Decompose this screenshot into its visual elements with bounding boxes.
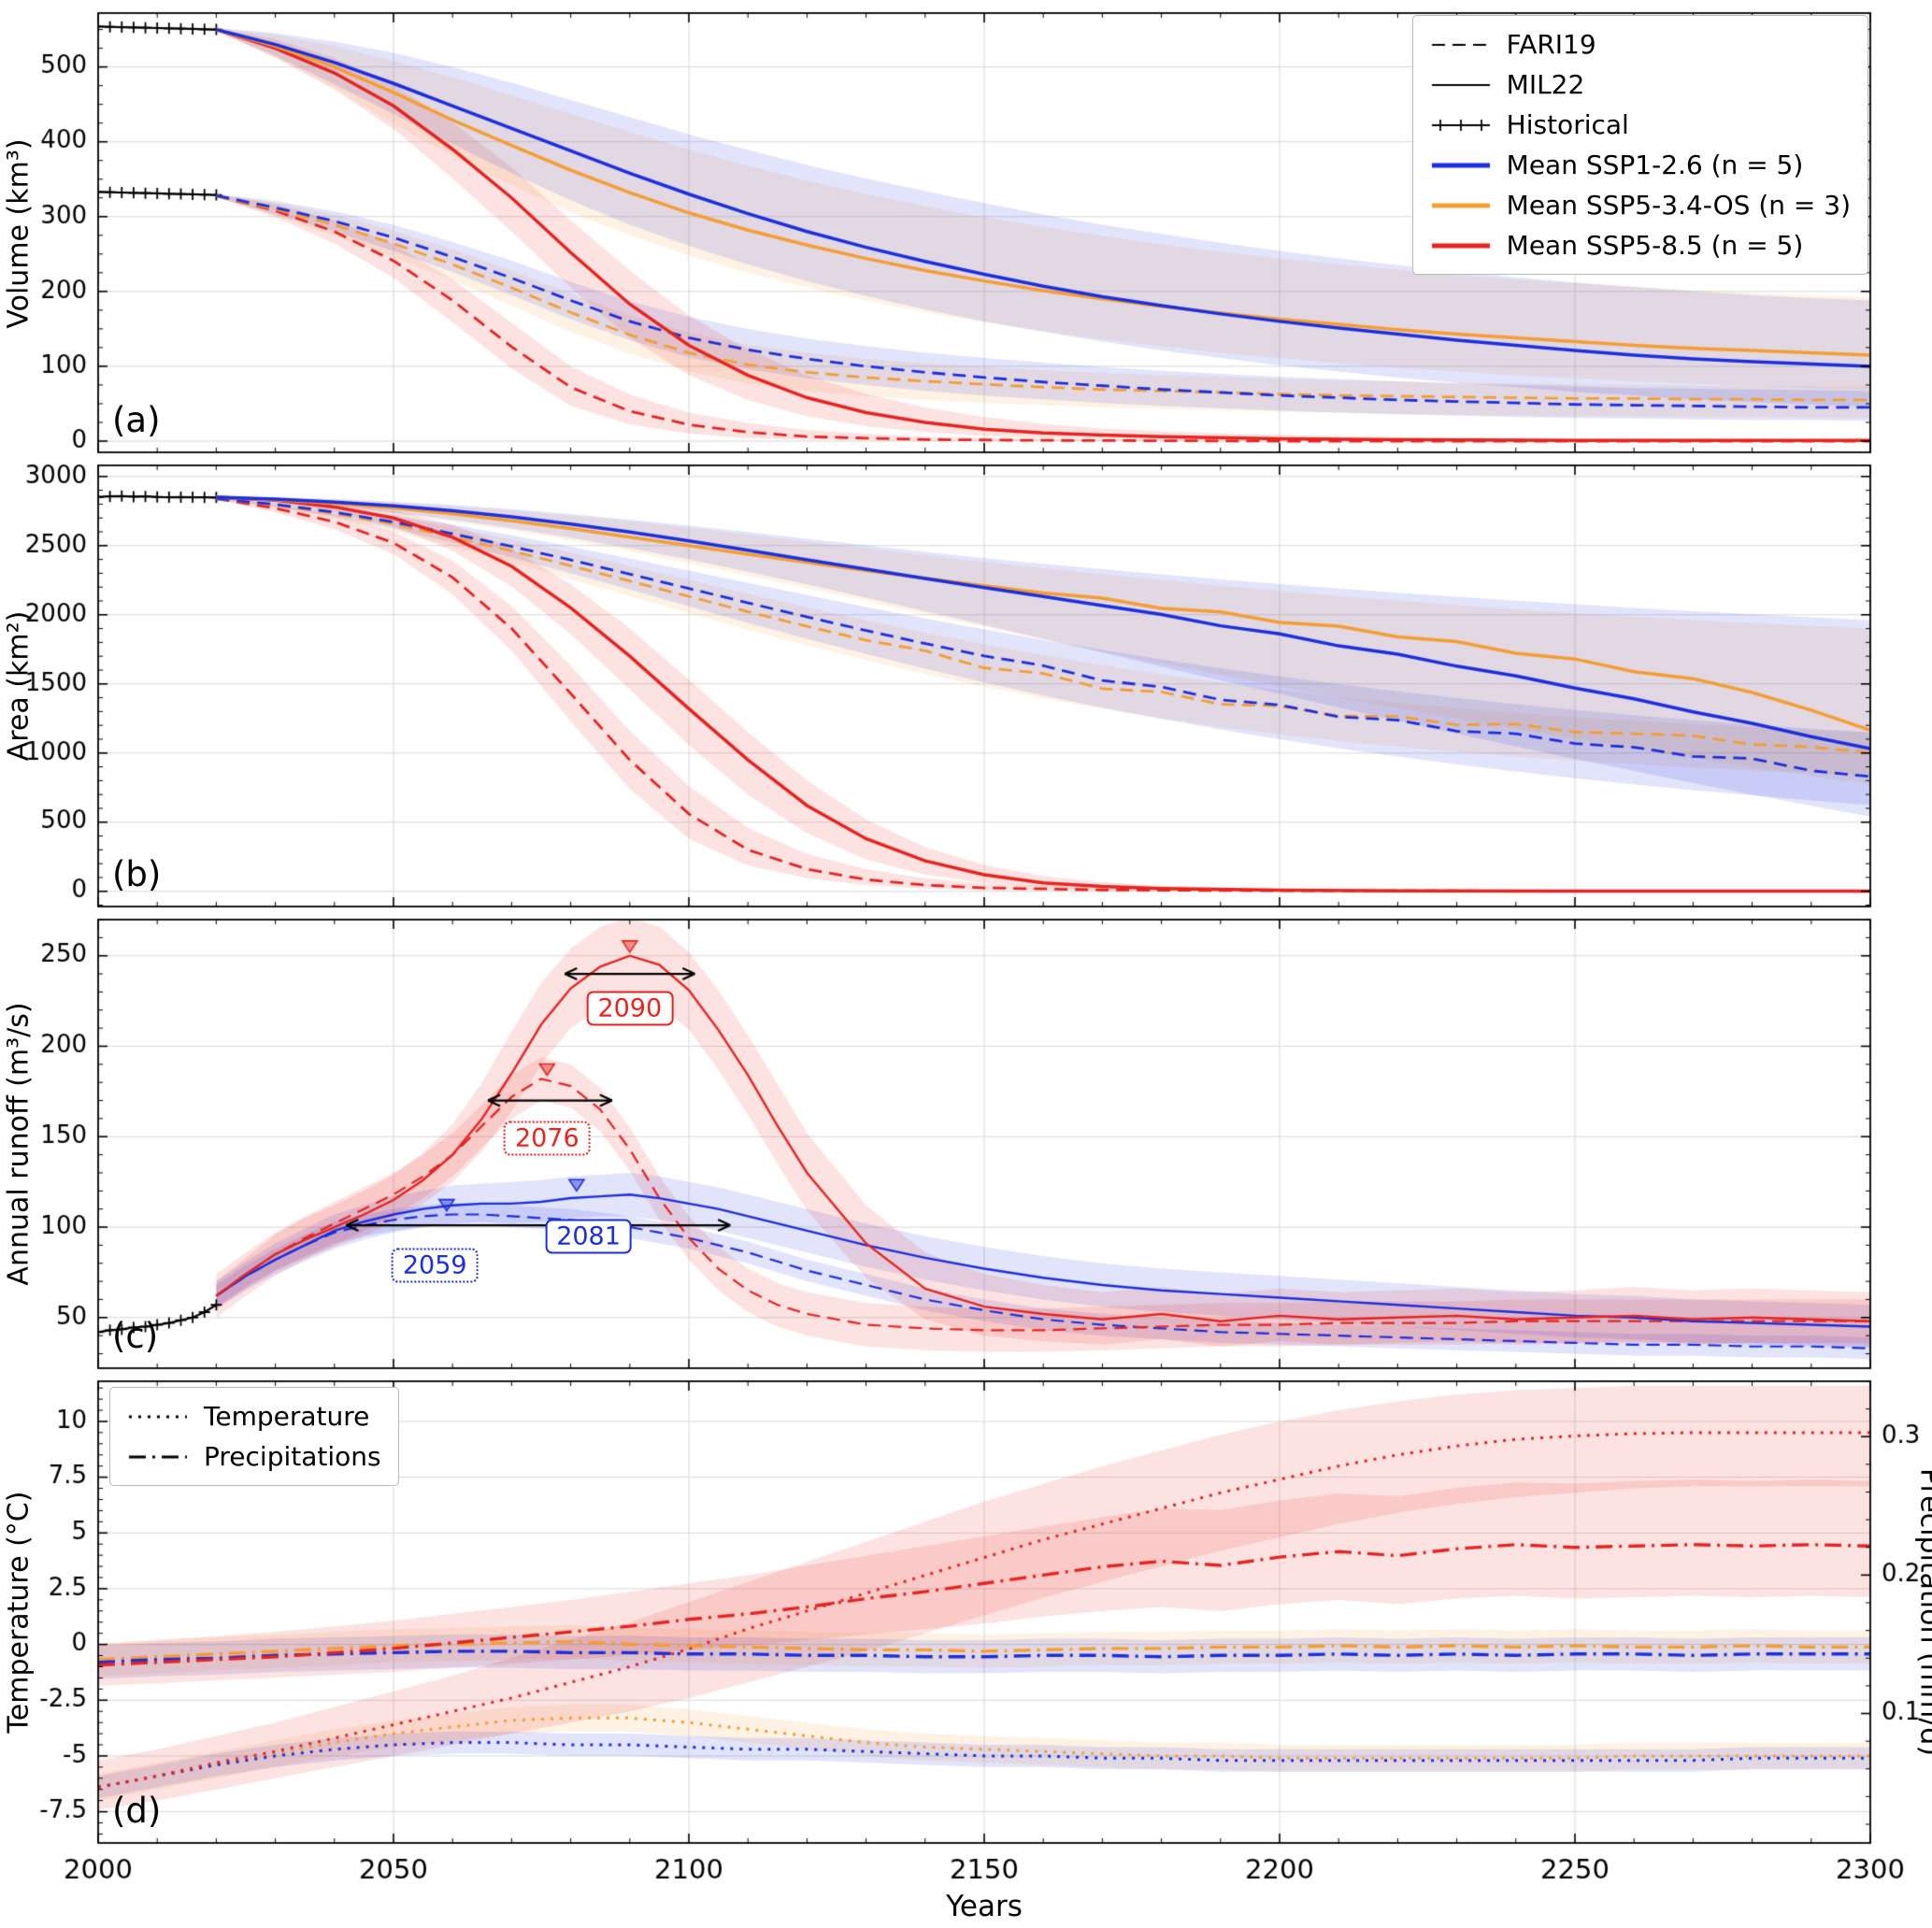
legend-entry: MIL22	[1429, 65, 1851, 104]
legend-line-sample-solid	[1429, 194, 1492, 216]
legend-entry: Mean SSP1-2.6 (n = 5)	[1429, 146, 1851, 184]
legend-entry-label: Mean SSP1-2.6 (n = 5)	[1506, 150, 1804, 180]
panel-d-letter: (d)	[112, 1791, 162, 1831]
legend-line-sample-dashed	[1429, 34, 1492, 55]
legend-entry: Historical	[1429, 106, 1851, 144]
runoff-peak-year-annotation: 2059	[391, 1248, 479, 1283]
x-axis-label: Years	[946, 1890, 1023, 1923]
legend-entry-label: Historical	[1506, 109, 1629, 140]
legend-line-sample-solid	[1429, 154, 1492, 176]
scenario-legend: FARI19 MIL22 Historical Mean SSP1-2.6 (n = …	[1411, 15, 1868, 275]
legend-entry-label: Mean SSP5-3.4-OS (n = 3)	[1506, 190, 1851, 221]
legend-entry-label: Mean SSP5-8.5 (n = 5)	[1506, 230, 1804, 261]
panel-c-ylabel: Annual runoff (m³/s)	[2, 1002, 36, 1286]
legend-entry-label: FARI19	[1506, 29, 1596, 60]
runoff-peak-year-annotation: 2076	[503, 1121, 591, 1156]
panel-d-ylabel-left: Temperature (°C)	[2, 1491, 36, 1734]
panel-b-letter: (b)	[112, 854, 162, 894]
legend-line-sample-plus	[1429, 114, 1492, 136]
panel-b-ylabel: Area (km²)	[2, 610, 36, 762]
legend-entry-label: Precipitations	[204, 1441, 381, 1472]
legend-entry-label: MIL22	[1506, 69, 1585, 100]
runoff-peak-year-annotation: 2090	[586, 991, 674, 1026]
legend-entry: Temperature	[127, 1397, 381, 1435]
legend-entry: FARI19	[1429, 25, 1851, 64]
climate-variable-legend: Temperature Precipitations	[109, 1387, 399, 1486]
legend-entry: Mean SSP5-3.4-OS (n = 3)	[1429, 186, 1851, 224]
panel-b-area-chart	[0, 460, 1932, 914]
legend-line-sample-solid	[1429, 235, 1492, 256]
runoff-peak-year-annotation: 2081	[545, 1219, 632, 1254]
legend-entry: Precipitations	[127, 1437, 381, 1476]
panel-c-runoff-chart	[0, 914, 1932, 1376]
legend-line-sample-dotted	[127, 1406, 189, 1427]
panel-d-ylabel-right: Precipitation (mm/d)	[1913, 1467, 1932, 1757]
legend-entry: Mean SSP5-8.5 (n = 5)	[1429, 226, 1851, 264]
legend-line-sample-dashdot	[127, 1446, 189, 1467]
legend-line-sample-solid	[1429, 74, 1492, 95]
panel-c-letter: (c)	[112, 1316, 159, 1356]
panel-a-letter: (a)	[112, 400, 161, 440]
panel-a-ylabel: Volume (km³)	[2, 138, 36, 329]
legend-entry-label: Temperature	[204, 1401, 370, 1432]
